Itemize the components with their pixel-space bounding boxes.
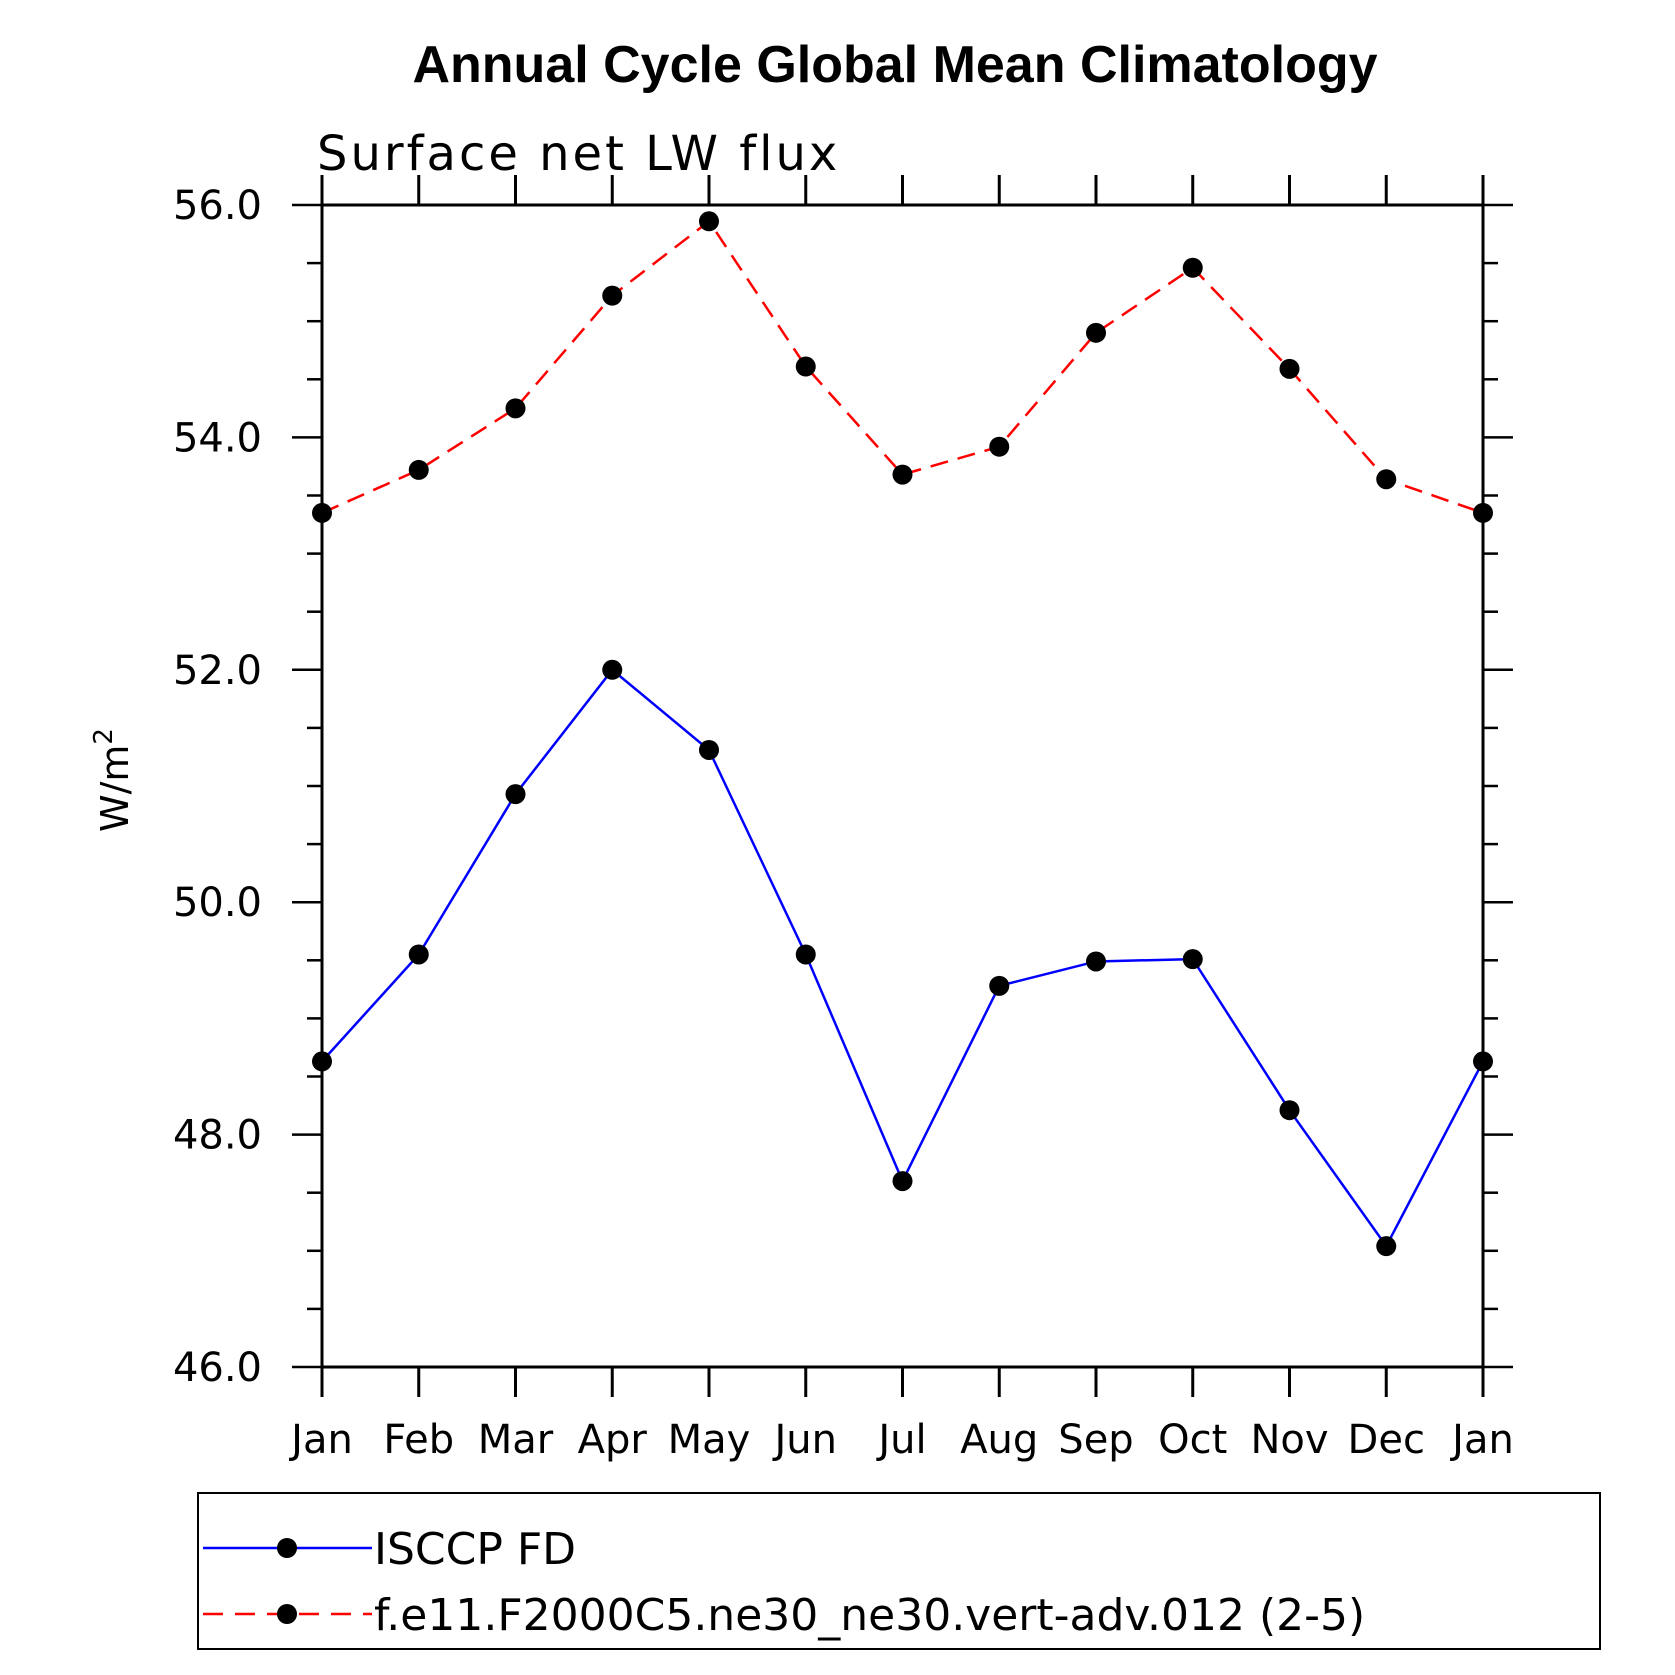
chart-title: Annual Cycle Global Mean Climatology [412,36,1377,94]
x-tick-label: Dec [1348,1417,1425,1463]
y-tick-label: 46.0 [173,1345,262,1391]
data-point [408,459,429,480]
y-axis-tick-labels: 46.0 48.0 50.0 52.0 54.0 56.0 [173,183,262,1391]
data-point [1473,502,1493,523]
x-tick-label: Aug [960,1417,1038,1463]
data-point [699,739,719,760]
x-tick-label: Jan [288,1417,353,1463]
x-tick-label: May [668,1417,751,1463]
data-point [408,944,429,965]
legend-item: f.e11.F2000C5.ne30_ne30.vert-adv.012 (2-… [203,1590,1365,1641]
y-tick-label: 56.0 [173,183,262,229]
data-point [1086,322,1106,343]
x-tick-label: Feb [383,1417,454,1463]
y-axis-label-text: W/m [93,745,137,832]
x-axis-tick-labels: Jan Feb Mar Apr May Jun Jul Aug Sep Oct Nov Dec Jan [288,1417,1514,1463]
legend-box [197,1492,1601,1650]
legend-label: f.e11.F2000C5.ne30_ne30.vert-adv.012 (2-… [374,1590,1365,1641]
x-tick-label: Nov [1250,1417,1328,1463]
data-point [1376,1236,1397,1257]
data-point [312,502,332,523]
data-point [1182,257,1203,278]
x-axis-ticks [320,175,1485,1397]
x-tick-label: Jul [875,1417,926,1463]
y-tick-label: 54.0 [173,415,262,461]
plot-area: Jan Feb Mar Apr May Jun Jul Aug Sep Oct Nov Dec Jan … [173,175,1514,1463]
data-point [989,975,1010,996]
series-layer [312,211,1493,1257]
data-point [312,1051,332,1072]
y-axis-label-superscript: 2 [89,728,119,745]
data-point [699,211,719,232]
legend-marker [277,1604,297,1624]
y-tick-label: 48.0 [173,1113,262,1159]
plot-frame [320,203,1485,1369]
y-tick-label: 52.0 [173,648,262,694]
x-tick-label: Mar [478,1417,554,1463]
data-point [892,464,913,485]
data-point [505,398,526,419]
legend-entries: ISCCP FD f.e11.F2000C5.ne30_ne30.vert-adv… [203,1524,1365,1641]
x-tick-label: Oct [1158,1417,1227,1463]
data-point [1376,469,1397,490]
data-point [602,285,623,306]
y-axis-ticks [292,203,1513,1369]
x-tick-label: Jun [772,1417,838,1463]
legend-label: ISCCP FD [374,1524,576,1575]
data-point [505,784,526,805]
data-point [989,436,1010,457]
data-point [892,1171,913,1192]
data-point [1086,951,1106,972]
legend: ISCCP FD f.e11.F2000C5.ne30_ne30.vert-adv… [197,1492,1601,1650]
y-axis-label: W/m2 [89,728,137,832]
data-point [795,356,816,377]
y-tick-label: 50.0 [173,880,262,926]
data-point [1182,949,1203,970]
data-point [1279,358,1300,379]
data-point [1279,1100,1300,1121]
data-point [795,944,816,965]
legend-item: ISCCP FD [203,1524,576,1575]
data-point [602,659,623,680]
data-point [1473,1051,1493,1072]
legend-marker [277,1538,297,1558]
series-line-0 [321,668,1485,1249]
x-tick-label: Sep [1058,1417,1133,1463]
chart-subtitle: Surface net LW flux [317,126,840,182]
x-tick-label: Jan [1449,1417,1514,1463]
x-tick-label: Apr [578,1417,648,1463]
